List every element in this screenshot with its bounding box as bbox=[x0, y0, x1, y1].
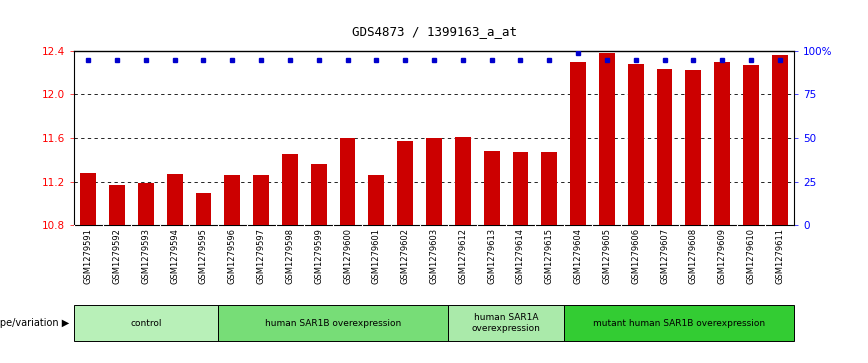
Bar bbox=[686, 70, 701, 225]
Text: GDS4873 / 1399163_a_at: GDS4873 / 1399163_a_at bbox=[352, 25, 516, 38]
Text: genotype/variation ▶: genotype/variation ▶ bbox=[0, 318, 69, 328]
Bar bbox=[109, 185, 125, 225]
Text: GSM1279608: GSM1279608 bbox=[689, 228, 698, 284]
Bar bbox=[743, 65, 759, 225]
Bar bbox=[368, 175, 385, 225]
Text: GSM1279613: GSM1279613 bbox=[487, 228, 496, 284]
Text: GSM1279600: GSM1279600 bbox=[343, 228, 352, 284]
Bar bbox=[195, 193, 212, 225]
Text: GSM1279614: GSM1279614 bbox=[516, 228, 525, 284]
Bar bbox=[628, 64, 644, 225]
Text: GSM1279615: GSM1279615 bbox=[545, 228, 554, 284]
Text: GSM1279610: GSM1279610 bbox=[746, 228, 755, 284]
Text: GSM1279606: GSM1279606 bbox=[631, 228, 641, 284]
Bar bbox=[253, 175, 269, 225]
Bar bbox=[542, 152, 557, 225]
Bar bbox=[339, 138, 356, 225]
Text: human SAR1B overexpression: human SAR1B overexpression bbox=[265, 319, 401, 327]
Text: GSM1279604: GSM1279604 bbox=[574, 228, 582, 284]
Bar bbox=[398, 141, 413, 225]
Text: GSM1279598: GSM1279598 bbox=[286, 228, 294, 284]
Text: control: control bbox=[130, 319, 161, 327]
Text: GSM1279599: GSM1279599 bbox=[314, 228, 323, 284]
Text: GSM1279596: GSM1279596 bbox=[227, 228, 237, 284]
Bar bbox=[512, 152, 529, 225]
Bar bbox=[218, 305, 449, 341]
Text: GSM1279593: GSM1279593 bbox=[141, 228, 150, 284]
Bar bbox=[599, 53, 615, 225]
Text: human SAR1A
overexpression: human SAR1A overexpression bbox=[471, 313, 541, 333]
Bar bbox=[455, 137, 470, 225]
Bar bbox=[714, 62, 730, 225]
Bar bbox=[311, 164, 326, 225]
Bar bbox=[426, 138, 442, 225]
Text: GSM1279601: GSM1279601 bbox=[372, 228, 381, 284]
Text: GSM1279607: GSM1279607 bbox=[660, 228, 669, 284]
Bar bbox=[80, 173, 96, 225]
Bar bbox=[570, 62, 586, 225]
Bar bbox=[167, 174, 182, 225]
Bar bbox=[772, 55, 788, 225]
Text: GSM1279592: GSM1279592 bbox=[113, 228, 122, 284]
Bar bbox=[138, 183, 154, 225]
Text: GSM1279602: GSM1279602 bbox=[401, 228, 410, 284]
Text: GSM1279591: GSM1279591 bbox=[83, 228, 93, 284]
Text: GSM1279612: GSM1279612 bbox=[458, 228, 467, 284]
Bar bbox=[563, 305, 794, 341]
Text: mutant human SAR1B overexpression: mutant human SAR1B overexpression bbox=[593, 319, 765, 327]
Text: GSM1279603: GSM1279603 bbox=[430, 228, 438, 284]
Text: GSM1279597: GSM1279597 bbox=[257, 228, 266, 284]
Text: GSM1279594: GSM1279594 bbox=[170, 228, 179, 284]
Bar bbox=[74, 305, 218, 341]
Text: GSM1279609: GSM1279609 bbox=[718, 228, 727, 284]
Text: GSM1279605: GSM1279605 bbox=[602, 228, 611, 284]
Bar bbox=[449, 305, 563, 341]
Bar bbox=[282, 154, 298, 225]
Bar bbox=[483, 151, 500, 225]
Bar bbox=[656, 69, 673, 225]
Bar bbox=[224, 175, 240, 225]
Text: GSM1279611: GSM1279611 bbox=[775, 228, 785, 284]
Text: GSM1279595: GSM1279595 bbox=[199, 228, 208, 284]
